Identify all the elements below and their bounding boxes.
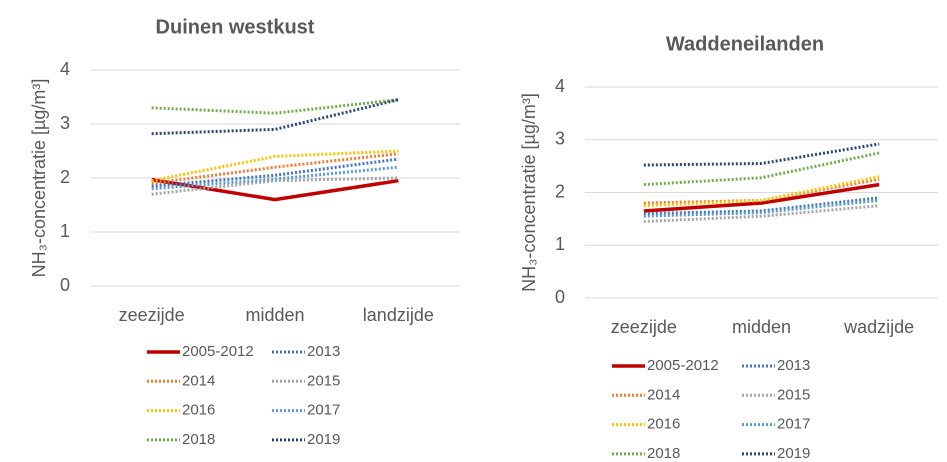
legend-label: 2013 xyxy=(777,357,810,374)
x-tick-label: wadzijde xyxy=(843,317,914,337)
y-tick-label: 1 xyxy=(60,221,70,241)
legend-label: 2019 xyxy=(777,445,810,462)
x-tick-label: landzijde xyxy=(363,305,434,325)
x-tick-label: zeezijde xyxy=(119,305,185,325)
series-line xyxy=(643,142,880,167)
x-tick-label: midden xyxy=(245,305,304,325)
series-line xyxy=(151,98,399,136)
series-line xyxy=(151,152,399,185)
x-tick-label: zeezijde xyxy=(611,317,677,337)
series-line xyxy=(643,151,880,187)
legend-label: 2014 xyxy=(647,386,680,403)
legend-label: 2017 xyxy=(777,416,810,433)
chart-title: Waddeneilanden xyxy=(666,33,824,55)
legend-label: 2015 xyxy=(777,386,810,403)
y-tick-label: 4 xyxy=(555,76,565,96)
chart-title: Duinen westkust xyxy=(156,16,315,38)
series-line xyxy=(643,198,880,218)
series-line xyxy=(643,196,880,216)
y-axis-label: NH₃-concentratie [µg/m³] xyxy=(29,79,49,278)
series-line xyxy=(643,175,880,208)
series-line xyxy=(643,182,880,213)
series-line xyxy=(151,176,399,196)
series-line xyxy=(151,98,399,115)
y-axis-label: NH₃-concentratie [µg/m³] xyxy=(519,93,539,292)
series-line xyxy=(151,149,399,183)
y-tick-label: 2 xyxy=(60,167,70,187)
legend-label: 2005-2012 xyxy=(182,343,254,360)
y-tick-label: 0 xyxy=(555,287,565,307)
y-tick-label: 2 xyxy=(555,181,565,201)
legend-label: 2015 xyxy=(307,372,340,389)
legend-label: 2017 xyxy=(307,402,340,419)
y-tick-label: 3 xyxy=(555,129,565,149)
legend-label: 2016 xyxy=(647,416,680,433)
legend-label: 2018 xyxy=(182,431,215,448)
y-tick-label: 0 xyxy=(60,275,70,295)
y-tick-label: 4 xyxy=(60,59,70,79)
legend-label: 2013 xyxy=(307,343,340,360)
series-line xyxy=(151,165,399,191)
y-tick-label: 3 xyxy=(60,113,70,133)
legend-label: 2019 xyxy=(307,431,340,448)
x-tick-label: midden xyxy=(732,317,791,337)
legend-label: 2014 xyxy=(182,372,215,389)
series-line xyxy=(151,157,399,188)
legend-label: 2005-2012 xyxy=(647,357,719,374)
legend-label: 2016 xyxy=(182,402,215,419)
series-line xyxy=(643,204,880,224)
y-tick-label: 1 xyxy=(555,234,565,254)
legend-label: 2018 xyxy=(647,445,680,462)
